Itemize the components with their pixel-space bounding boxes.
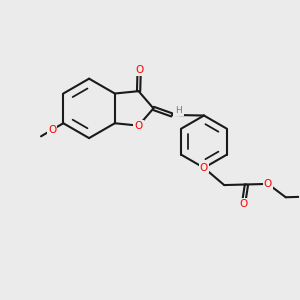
Text: O: O (264, 179, 272, 189)
Text: O: O (200, 163, 208, 173)
FancyBboxPatch shape (134, 65, 145, 76)
Text: O: O (239, 199, 247, 209)
FancyBboxPatch shape (173, 105, 184, 116)
Text: O: O (48, 125, 56, 135)
FancyBboxPatch shape (133, 120, 144, 131)
FancyBboxPatch shape (199, 163, 209, 173)
Text: O: O (134, 121, 143, 130)
FancyBboxPatch shape (47, 124, 57, 135)
FancyBboxPatch shape (262, 178, 273, 189)
Text: O: O (135, 65, 143, 75)
Text: H: H (175, 106, 182, 115)
FancyBboxPatch shape (238, 198, 249, 209)
